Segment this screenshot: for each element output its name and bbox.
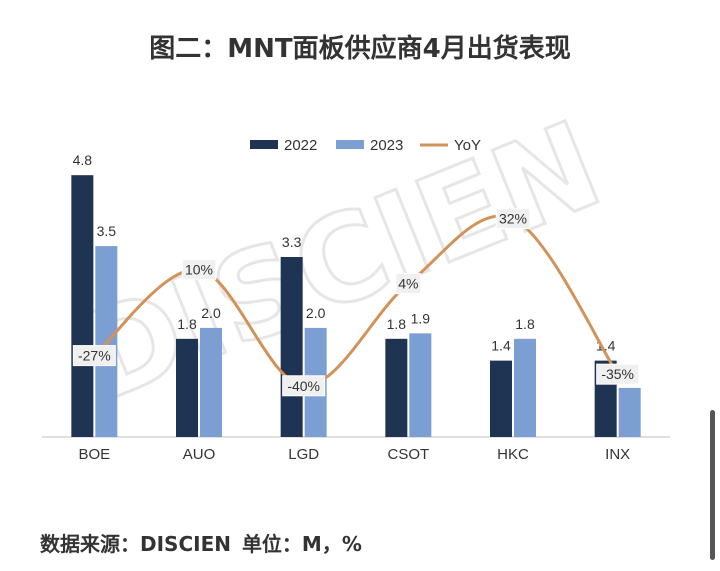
yoy-label-box-lgd	[282, 375, 326, 397]
data-label-2022-auo: 1.8	[177, 316, 197, 332]
category-label-lgd: LGD	[288, 446, 319, 463]
bar-2023-hkc	[514, 338, 536, 437]
bar-2022-csot	[385, 338, 408, 437]
yoy-label-box-hkc	[495, 208, 531, 230]
data-label-2023-auo: 2.0	[201, 305, 221, 321]
yoy-label-lgd: -40%	[287, 378, 320, 394]
bar-2022-boe	[71, 175, 94, 437]
bar-2023-inx	[618, 387, 641, 437]
data-label-2023-csot: 1.9	[411, 310, 431, 326]
legend-label-yoy: YoY	[454, 137, 481, 154]
bar-2022-lgd	[280, 257, 303, 437]
data-label-2023-lgd: 2.0	[306, 305, 326, 321]
category-label-inx: INX	[605, 446, 630, 463]
category-label-csot: CSOT	[387, 446, 429, 463]
bar-2023-csot	[409, 333, 432, 437]
category-label-auo: AUO	[183, 446, 216, 463]
data-label-2022-csot: 1.8	[387, 316, 407, 332]
data-label-2023-boe: 3.5	[97, 223, 117, 239]
bar-2023-auo	[200, 327, 222, 437]
yoy-label-boe: -27%	[78, 348, 111, 364]
yoy-label-box-inx	[596, 363, 640, 385]
data-source: 数据来源：DISCIEN	[40, 532, 231, 556]
data-label-2022-boe: 4.8	[73, 152, 93, 168]
yoy-label-auo: 10%	[185, 262, 213, 278]
legend-label-2022: 2022	[284, 137, 317, 154]
data-label-2022-hkc: 1.4	[491, 338, 511, 354]
bar-2022-auo	[176, 338, 198, 437]
vertical-scrollbar[interactable]	[710, 410, 715, 560]
chart-title: 图二：MNT面板供应商4月出货表现	[149, 34, 571, 64]
legend-label-2023: 2023	[370, 137, 403, 154]
yoy-label-box-auo	[181, 259, 217, 281]
category-label-boe: BOE	[78, 446, 110, 463]
data-label-2023-hkc: 1.8	[515, 316, 535, 332]
yoy-label-csot: 4%	[398, 276, 418, 292]
legend-swatch-2022	[250, 140, 278, 149]
legend-swatch-2023	[336, 140, 364, 149]
yoy-label-box-csot	[395, 273, 422, 295]
yoy-label-hkc: 32%	[499, 211, 527, 227]
yoy-label-inx: -35%	[601, 366, 634, 382]
unit-label: 单位：M，%	[241, 532, 362, 556]
bar-2022-hkc	[490, 360, 512, 437]
data-label-2022-lgd: 3.3	[282, 234, 302, 250]
category-label-hkc: HKC	[497, 446, 529, 463]
footer: 数据来源：DISCIEN 单位：M，%	[40, 528, 366, 557]
yoy-label-box-boe	[72, 345, 116, 367]
